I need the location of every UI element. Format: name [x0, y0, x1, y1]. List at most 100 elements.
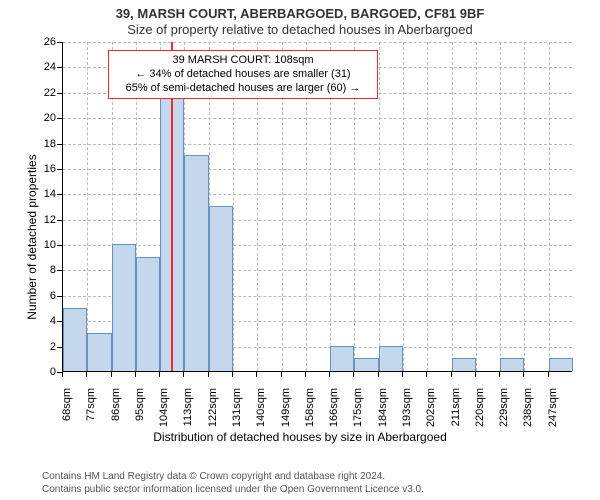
x-tick-label: 238sqm [522, 388, 534, 438]
x-tick-label: 149sqm [280, 388, 292, 438]
chart-title-line1: 39, MARSH COURT, ABERBARGOED, BARGOED, C… [0, 6, 600, 21]
x-tick-mark [135, 372, 136, 377]
gridline-horizontal [63, 194, 572, 195]
y-tick-label: 22 [34, 87, 56, 99]
annotation-box: 39 MARSH COURT: 108sqm ← 34% of detached… [108, 50, 378, 99]
y-tick-mark [57, 118, 62, 119]
x-tick-label: 220sqm [474, 388, 486, 438]
x-tick-label: 104sqm [158, 388, 170, 438]
annotation-line1: 39 MARSH COURT: 108sqm [115, 54, 371, 68]
x-tick-mark [111, 372, 112, 377]
x-tick-mark [353, 372, 354, 377]
annotation-line3: 65% of semi-detached houses are larger (… [115, 82, 371, 96]
histogram-bar [209, 206, 233, 371]
footer-line2: Contains public sector information licen… [42, 483, 424, 496]
chart-title-line2: Size of property relative to detached ho… [0, 22, 600, 37]
x-tick-mark [426, 372, 427, 377]
y-tick-label: 4 [34, 315, 56, 327]
x-tick-label: 229sqm [498, 388, 510, 438]
x-tick-label: 247sqm [547, 388, 559, 438]
x-tick-mark [183, 372, 184, 377]
x-tick-label: 86sqm [110, 388, 122, 438]
x-tick-label: 140sqm [255, 388, 267, 438]
x-tick-mark [378, 372, 379, 377]
y-tick-mark [57, 347, 62, 348]
y-tick-mark [57, 296, 62, 297]
x-tick-label: 175sqm [352, 388, 364, 438]
y-tick-mark [57, 245, 62, 246]
y-tick-label: 10 [34, 239, 56, 251]
gridline-horizontal [63, 144, 572, 145]
gridline-horizontal [63, 169, 572, 170]
x-tick-label: 77sqm [85, 388, 97, 438]
x-tick-mark [475, 372, 476, 377]
x-tick-mark [523, 372, 524, 377]
x-tick-mark [329, 372, 330, 377]
x-tick-mark [208, 372, 209, 377]
x-tick-label: 95sqm [134, 388, 146, 438]
footer-attribution: Contains HM Land Registry data © Crown c… [42, 470, 424, 496]
gridline-vertical [500, 42, 501, 371]
y-tick-mark [57, 144, 62, 145]
x-tick-mark [402, 372, 403, 377]
x-tick-mark [86, 372, 87, 377]
x-tick-mark [159, 372, 160, 377]
y-tick-mark [57, 93, 62, 94]
histogram-bar [379, 346, 403, 371]
histogram-bar [136, 257, 160, 371]
x-tick-label: 113sqm [182, 388, 194, 438]
gridline-horizontal [63, 118, 572, 119]
y-tick-mark [57, 270, 62, 271]
x-tick-label: 202sqm [425, 388, 437, 438]
y-tick-label: 26 [34, 36, 56, 48]
y-tick-label: 8 [34, 264, 56, 276]
x-tick-label: 68sqm [61, 388, 73, 438]
y-tick-label: 18 [34, 138, 56, 150]
x-tick-label: 122sqm [207, 388, 219, 438]
y-tick-mark [57, 194, 62, 195]
histogram-bar [184, 155, 208, 371]
x-tick-mark [451, 372, 452, 377]
x-tick-mark [548, 372, 549, 377]
histogram-bar [87, 333, 111, 371]
x-tick-label: 184sqm [377, 388, 389, 438]
gridline-vertical [427, 42, 428, 371]
gridline-vertical [403, 42, 404, 371]
y-tick-mark [57, 169, 62, 170]
gridline-horizontal [63, 42, 572, 43]
y-tick-label: 24 [34, 61, 56, 73]
x-tick-mark [281, 372, 282, 377]
footer-line1: Contains HM Land Registry data © Crown c… [42, 470, 424, 483]
x-tick-mark [232, 372, 233, 377]
histogram-bar [63, 308, 87, 371]
histogram-bar [354, 358, 378, 371]
gridline-horizontal [63, 220, 572, 221]
y-tick-label: 16 [34, 163, 56, 175]
x-tick-label: 211sqm [450, 388, 462, 438]
chart-container: 39, MARSH COURT, ABERBARGOED, BARGOED, C… [0, 0, 600, 500]
y-tick-mark [57, 67, 62, 68]
histogram-bar [452, 358, 476, 371]
gridline-vertical [524, 42, 525, 371]
y-tick-mark [57, 220, 62, 221]
y-tick-label: 6 [34, 290, 56, 302]
x-tick-label: 158sqm [304, 388, 316, 438]
gridline-vertical [452, 42, 453, 371]
gridline-vertical [87, 42, 88, 371]
y-tick-label: 14 [34, 188, 56, 200]
annotation-line2: ← 34% of detached houses are smaller (31… [115, 68, 371, 82]
x-tick-label: 193sqm [401, 388, 413, 438]
x-tick-label: 131sqm [231, 388, 243, 438]
histogram-bar [112, 244, 136, 371]
y-tick-label: 0 [34, 366, 56, 378]
y-tick-mark [57, 42, 62, 43]
histogram-bar [330, 346, 354, 371]
y-tick-label: 20 [34, 112, 56, 124]
histogram-bar [549, 358, 573, 371]
y-tick-mark [57, 321, 62, 322]
x-tick-mark [62, 372, 63, 377]
gridline-vertical [379, 42, 380, 371]
gridline-vertical [549, 42, 550, 371]
gridline-horizontal [63, 245, 572, 246]
gridline-vertical [476, 42, 477, 371]
